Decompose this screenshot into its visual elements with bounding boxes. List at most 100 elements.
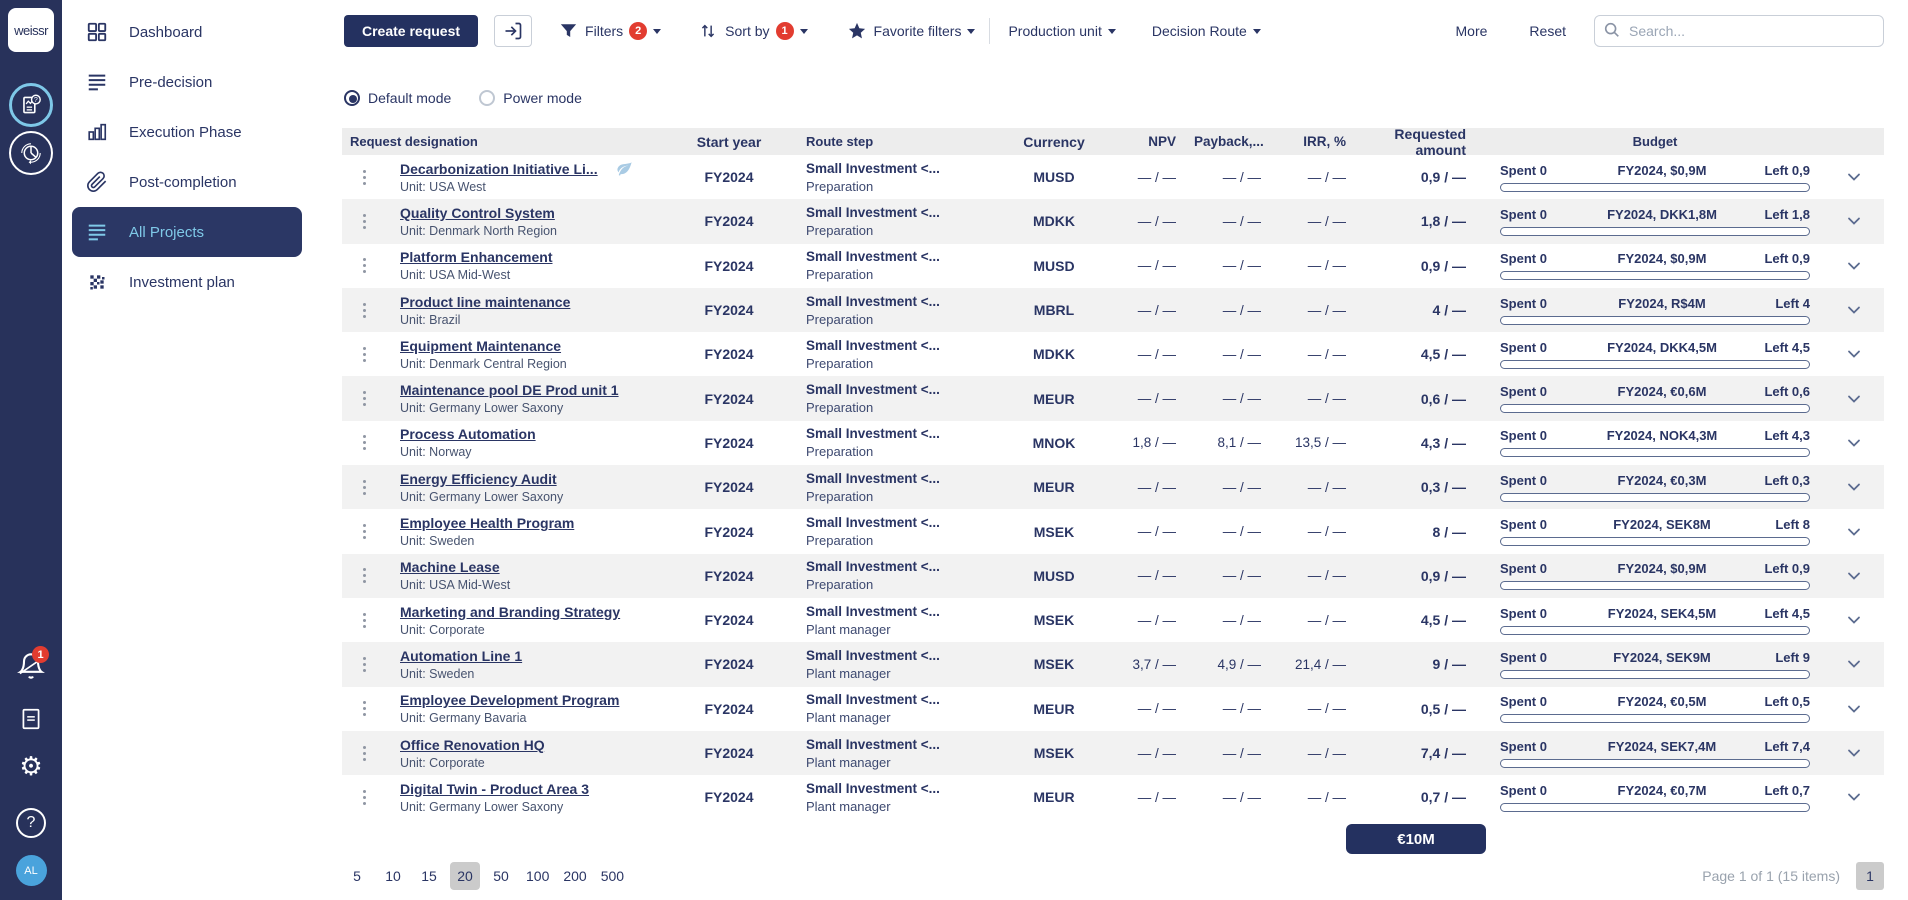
page-size-10[interactable]: 10	[385, 868, 401, 884]
export-view-button[interactable]	[494, 15, 533, 47]
row-menu-button[interactable]	[359, 343, 370, 366]
row-menu-button[interactable]	[359, 299, 370, 322]
user-avatar[interactable]: AL	[15, 855, 47, 886]
requested-amount-value: 0,7 / —	[1420, 789, 1466, 806]
expand-row-button[interactable]	[1846, 302, 1862, 318]
request-designation-link[interactable]: Automation Line 1	[400, 647, 523, 664]
expand-row-button[interactable]	[1846, 391, 1862, 407]
request-designation-link[interactable]: Machine Lease	[400, 559, 500, 576]
request-designation-link[interactable]: Energy Efficiency Audit	[400, 470, 557, 487]
request-designation-link[interactable]: Quality Control System	[400, 204, 555, 221]
expand-row-button[interactable]	[1846, 435, 1862, 451]
search-input[interactable]	[1594, 15, 1884, 47]
requests-table: Request designation Start year Route ste…	[342, 125, 1884, 820]
row-menu-button[interactable]	[359, 742, 370, 765]
row-menu-button[interactable]	[359, 476, 370, 499]
table-row: Decarbonization Initiative Li... Unit: U…	[342, 155, 1884, 200]
header-start-year[interactable]: Start year	[696, 133, 762, 150]
filters-dropdown[interactable]: Filters 2	[560, 22, 662, 40]
settings-button[interactable]: ⚙	[15, 753, 47, 779]
route-step-value: Small Investment <...	[806, 204, 940, 220]
create-request-button[interactable]: Create request	[344, 15, 479, 47]
help-button[interactable]: ?	[15, 808, 47, 838]
expand-row-button[interactable]	[1846, 745, 1862, 761]
row-menu-button[interactable]	[359, 166, 370, 189]
page-size-500[interactable]: 500	[600, 868, 625, 884]
header-irr[interactable]: IRR, %	[1303, 134, 1346, 149]
decision-route-dropdown[interactable]: Decision Route	[1152, 23, 1261, 39]
expand-row-button[interactable]	[1846, 612, 1862, 628]
expand-row-button[interactable]	[1846, 479, 1862, 495]
request-designation-link[interactable]: Equipment Maintenance	[400, 337, 562, 354]
row-menu-button[interactable]	[359, 431, 370, 454]
expand-row-button[interactable]	[1846, 346, 1862, 362]
request-designation-link[interactable]: Digital Twin - Product Area 3	[400, 780, 590, 797]
header-npv[interactable]: NPV	[1148, 134, 1176, 149]
request-module-button[interactable]: ?	[9, 83, 53, 127]
sidebar-item-investment-plan[interactable]: Investment plan	[72, 257, 302, 307]
request-designation-link[interactable]: Process Automation	[400, 426, 536, 443]
page-size-50[interactable]: 50	[493, 868, 509, 884]
bar-chart-icon	[86, 121, 108, 143]
page-size-200[interactable]: 200	[563, 868, 587, 884]
expand-row-button[interactable]	[1846, 789, 1862, 805]
expand-row-button[interactable]	[1846, 213, 1862, 229]
sidebar-item-pre-decision[interactable]: Pre-decision	[72, 57, 302, 107]
header-request-designation[interactable]: Request designation	[350, 134, 478, 149]
row-menu-button[interactable]	[359, 210, 370, 233]
row-menu-button[interactable]	[359, 520, 370, 543]
row-menu-button[interactable]	[359, 387, 370, 410]
sidebar-item-dashboard[interactable]: Dashboard	[72, 7, 302, 57]
sidebar-item-post-completion[interactable]: Post-completion	[72, 157, 302, 207]
expand-row-button[interactable]	[1846, 169, 1862, 185]
expand-row-button[interactable]	[1846, 258, 1862, 274]
row-menu-button[interactable]	[359, 786, 370, 809]
weissr-logo[interactable]: weissr	[8, 8, 54, 52]
request-designation-link[interactable]: Employee Health Program	[400, 515, 575, 532]
row-menu-button[interactable]	[359, 254, 370, 277]
header-currency[interactable]: Currency	[1023, 133, 1085, 150]
budget-left-label: Left 4,3	[1764, 428, 1810, 444]
more-button[interactable]: More	[1455, 23, 1488, 39]
header-payback[interactable]: Payback,...	[1194, 134, 1264, 149]
page-size-20[interactable]: 20	[450, 862, 480, 890]
page-size-100[interactable]: 100	[526, 868, 550, 884]
sidebar-item-all-projects[interactable]: All Projects	[72, 207, 302, 257]
request-designation-link[interactable]: Decarbonization Initiative Li...	[400, 160, 598, 177]
row-menu-button[interactable]	[359, 609, 370, 632]
expand-row-button[interactable]	[1846, 524, 1862, 540]
request-designation-link[interactable]: Marketing and Branding Strategy	[400, 603, 621, 620]
request-designation-link[interactable]: Employee Development Program	[400, 692, 620, 709]
budget-fy-label: FY2024, SEK9M	[1613, 649, 1711, 665]
header-route-step[interactable]: Route step	[806, 134, 874, 149]
favorite-filters-dropdown[interactable]: Favorite filters	[848, 22, 976, 40]
header-budget[interactable]: Budget	[1632, 134, 1678, 149]
budget-fy-label: FY2024, SEK8M	[1613, 517, 1711, 533]
expand-row-button[interactable]	[1846, 568, 1862, 584]
request-designation-link[interactable]: Platform Enhancement	[400, 249, 553, 266]
documents-button[interactable]	[15, 706, 47, 732]
budget-fy-label: FY2024, DKK4,5M	[1607, 339, 1717, 355]
production-unit-dropdown[interactable]: Production unit	[1008, 23, 1116, 39]
reset-button[interactable]: Reset	[1529, 23, 1566, 39]
expand-row-button[interactable]	[1846, 701, 1862, 717]
sort-dropdown[interactable]: Sort by 1	[699, 22, 808, 40]
sidebar-item-execution-phase[interactable]: Execution Phase	[72, 107, 302, 157]
page-number-button[interactable]: 1	[1856, 862, 1884, 890]
request-designation-link[interactable]: Product line maintenance	[400, 293, 571, 310]
route-substep-value: Plant manager	[806, 621, 891, 637]
export-icon	[503, 21, 523, 41]
row-menu-button[interactable]	[359, 653, 370, 676]
header-requested-amount[interactable]: Requested amount	[1394, 125, 1466, 158]
expand-row-button[interactable]	[1846, 656, 1862, 672]
request-designation-link[interactable]: Maintenance pool DE Prod unit 1	[400, 382, 619, 399]
request-designation-link[interactable]: Office Renovation HQ	[400, 736, 545, 753]
page-size-15[interactable]: 15	[421, 868, 437, 884]
power-mode-radio[interactable]: Power mode	[479, 90, 582, 106]
budget-fy-label: FY2024, NOK4,3M	[1606, 428, 1718, 444]
reports-module-button[interactable]	[9, 131, 53, 175]
page-size-5[interactable]: 5	[353, 868, 361, 884]
row-menu-button[interactable]	[359, 564, 370, 587]
row-menu-button[interactable]	[359, 697, 370, 720]
default-mode-radio[interactable]: Default mode	[344, 90, 451, 106]
